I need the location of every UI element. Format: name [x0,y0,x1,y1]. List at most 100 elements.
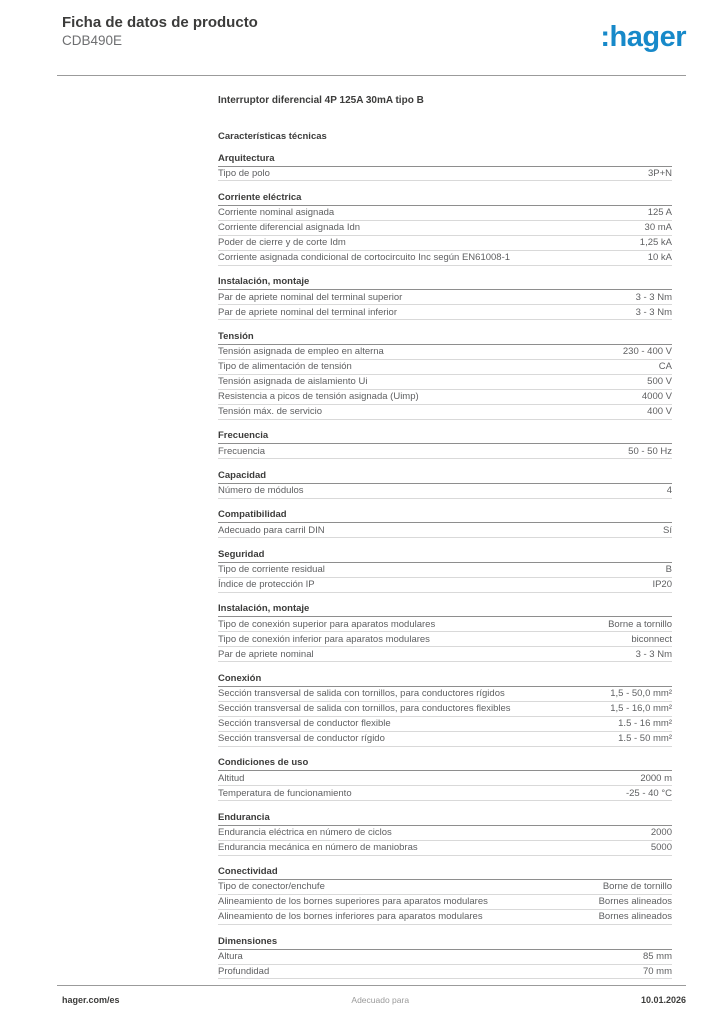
section-rows: Endurancia eléctrica en número de ciclos… [218,826,672,856]
spec-section: Instalación, montaje Tipo de conexión su… [218,603,672,663]
spec-label: Altura [218,950,243,962]
spec-value: Bornes alineados [598,911,672,923]
spec-value: Borne de tornillo [602,881,672,893]
spec-section: Capacidad Número de módulos 4 [218,470,672,499]
page-header: Ficha de datos de producto CDB490E :hage… [62,14,687,52]
spec-value: 10 kA [647,252,672,264]
spec-row: Par de apriete nominal del terminal supe… [218,290,672,306]
section-title: Compatibilidad [218,509,672,524]
section-rows: Tipo de conector/enchufe Borne de tornil… [218,880,672,926]
spec-row: Corriente asignada condicional de cortoc… [218,251,672,266]
spec-row: Sección transversal de salida con tornil… [218,702,672,717]
spec-value: Bornes alineados [598,896,672,908]
spec-row: Profundidad 70 mm [218,965,672,980]
spec-label: Corriente diferencial asignada Idn [218,222,361,234]
section-title: Conexión [218,673,672,687]
spec-row: Altitud 2000 m [218,771,672,787]
product-title: Interruptor diferencial 4P 125A 30mA tip… [218,95,424,106]
spec-row: Par de apriete nominal del terminal infe… [218,305,672,321]
spec-section: Conectividad Tipo de conector/enchufe Bo… [218,866,672,926]
section-rows: Par de apriete nominal del terminal supe… [218,290,672,321]
spec-label: Alineamiento de los bornes inferiores pa… [218,911,483,923]
spec-label: Tipo de conexión inferior para aparatos … [218,633,430,645]
section-title: Tensión [218,331,672,345]
footer-suitable-for-label: Adecuado para [351,995,410,1005]
spec-value: 3P+N [647,167,672,179]
spec-section: Dimensiones Altura 85 mm Profundidad 70 … [218,936,672,980]
spec-value: 400 V [647,406,672,418]
spec-section: Condiciones de uso Altitud 2000 m Temper… [218,757,672,802]
spec-value: IP20 [652,579,672,591]
spec-label: Sección transversal de conductor rígido [218,733,385,745]
spec-row: Alineamiento de los bornes inferiores pa… [218,910,672,926]
spec-label: Resistencia a picos de tensión asignada … [218,391,419,403]
spec-value: 5000 [650,841,672,853]
section-rows: Frecuencia 50 - 50 Hz [218,444,672,460]
spec-row: Tipo de corriente residual B [218,563,672,578]
spec-row: Número de módulos 4 [218,484,672,499]
spec-value: 1.5 - 16 mm² [618,718,672,730]
section-rows: Corriente nominal asignada 125 A Corrien… [218,206,672,266]
spec-label: Tipo de corriente residual [218,564,325,576]
spec-value: 4000 V [641,391,672,403]
product-code: CDB490E [62,33,123,48]
spec-label: Corriente asignada condicional de cortoc… [218,252,511,264]
spec-row: Frecuencia 50 - 50 Hz [218,444,672,460]
spec-label: Temperatura de funcionamiento [218,787,352,799]
section-title: Frecuencia [218,430,672,445]
spec-label: Sección transversal de salida con tornil… [218,703,511,715]
spec-row: Sección transversal de conductor rígido … [218,732,672,747]
spec-value: 500 V [647,376,672,388]
footer-website: hager.com/es [62,995,120,1005]
spec-section: Compatibilidad Adecuado para carril DIN … [218,509,672,539]
spec-label: Profundidad [218,965,270,977]
spec-section: Seguridad Tipo de corriente residual B Í… [218,549,672,593]
spec-sections: Arquitectura Tipo de polo 3P+N Corriente… [218,153,672,980]
spec-value: 1,5 - 16,0 mm² [610,703,672,715]
section-title: Arquitectura [218,153,672,167]
spec-row: Alineamiento de los bornes superiores pa… [218,895,672,911]
spec-section: Endurancia Endurancia eléctrica en númer… [218,812,672,856]
section-title: Instalación, montaje [218,603,672,618]
spec-row: Tensión asignada de empleo en alterna 23… [218,345,672,360]
spec-label: Par de apriete nominal del terminal supe… [218,291,403,303]
spec-label: Sección transversal de salida con tornil… [218,688,505,700]
hager-logo: :hager [600,22,686,52]
spec-row: Endurancia eléctrica en número de ciclos… [218,826,672,841]
section-rows: Tipo de corriente residual B Índice de p… [218,563,672,593]
spec-value: 2000 m [640,772,672,784]
spec-label: Tipo de polo [218,167,270,179]
spec-label: Endurancia eléctrica en número de ciclos [218,826,392,838]
technical-characteristics-heading: Características técnicas [218,131,327,142]
spec-label: Endurancia mecánica en número de maniobr… [218,841,418,853]
section-rows: Tipo de conexión superior para aparatos … [218,617,672,663]
spec-label: Adecuado para carril DIN [218,524,325,536]
spec-row: Resistencia a picos de tensión asignada … [218,390,672,405]
spec-section: Corriente eléctrica Corriente nominal as… [218,192,672,266]
spec-label: Tipo de conector/enchufe [218,881,325,893]
spec-section: Arquitectura Tipo de polo 3P+N [218,153,672,182]
page-footer: hager.com/es Adecuado para 10.01.2026 [57,985,686,1005]
logo-wordmark: hager [609,21,687,53]
spec-row: Tensión máx. de servicio 400 V [218,405,672,420]
spec-row: Índice de protección IP IP20 [218,578,672,593]
spec-value: 125 A [647,207,672,219]
spec-value: CA [658,361,672,373]
spec-row: Tipo de conexión inferior para aparatos … [218,632,672,648]
spec-row: Endurancia mecánica en número de maniobr… [218,841,672,856]
spec-row: Tipo de conexión superior para aparatos … [218,617,672,633]
spec-label: Tipo de conexión superior para aparatos … [218,618,436,630]
spec-label: Poder de cierre y de corte Idm [218,237,346,249]
spec-value: B [665,564,672,576]
spec-row: Tipo de conector/enchufe Borne de tornil… [218,880,672,896]
spec-row: Tensión asignada de aislamiento Ui 500 V [218,375,672,390]
spec-row: Sección transversal de conductor flexibl… [218,717,672,732]
footer-date: 10.01.2026 [640,995,686,1005]
section-title: Endurancia [218,812,672,826]
spec-value: 2000 [650,826,672,838]
spec-section: Instalación, montaje Par de apriete nomi… [218,276,672,321]
section-rows: Tipo de polo 3P+N [218,167,672,182]
spec-value: -25 - 40 °C [625,787,672,799]
spec-value: 3 - 3 Nm [635,291,672,303]
spec-row: Corriente diferencial asignada Idn 30 mA [218,221,672,236]
